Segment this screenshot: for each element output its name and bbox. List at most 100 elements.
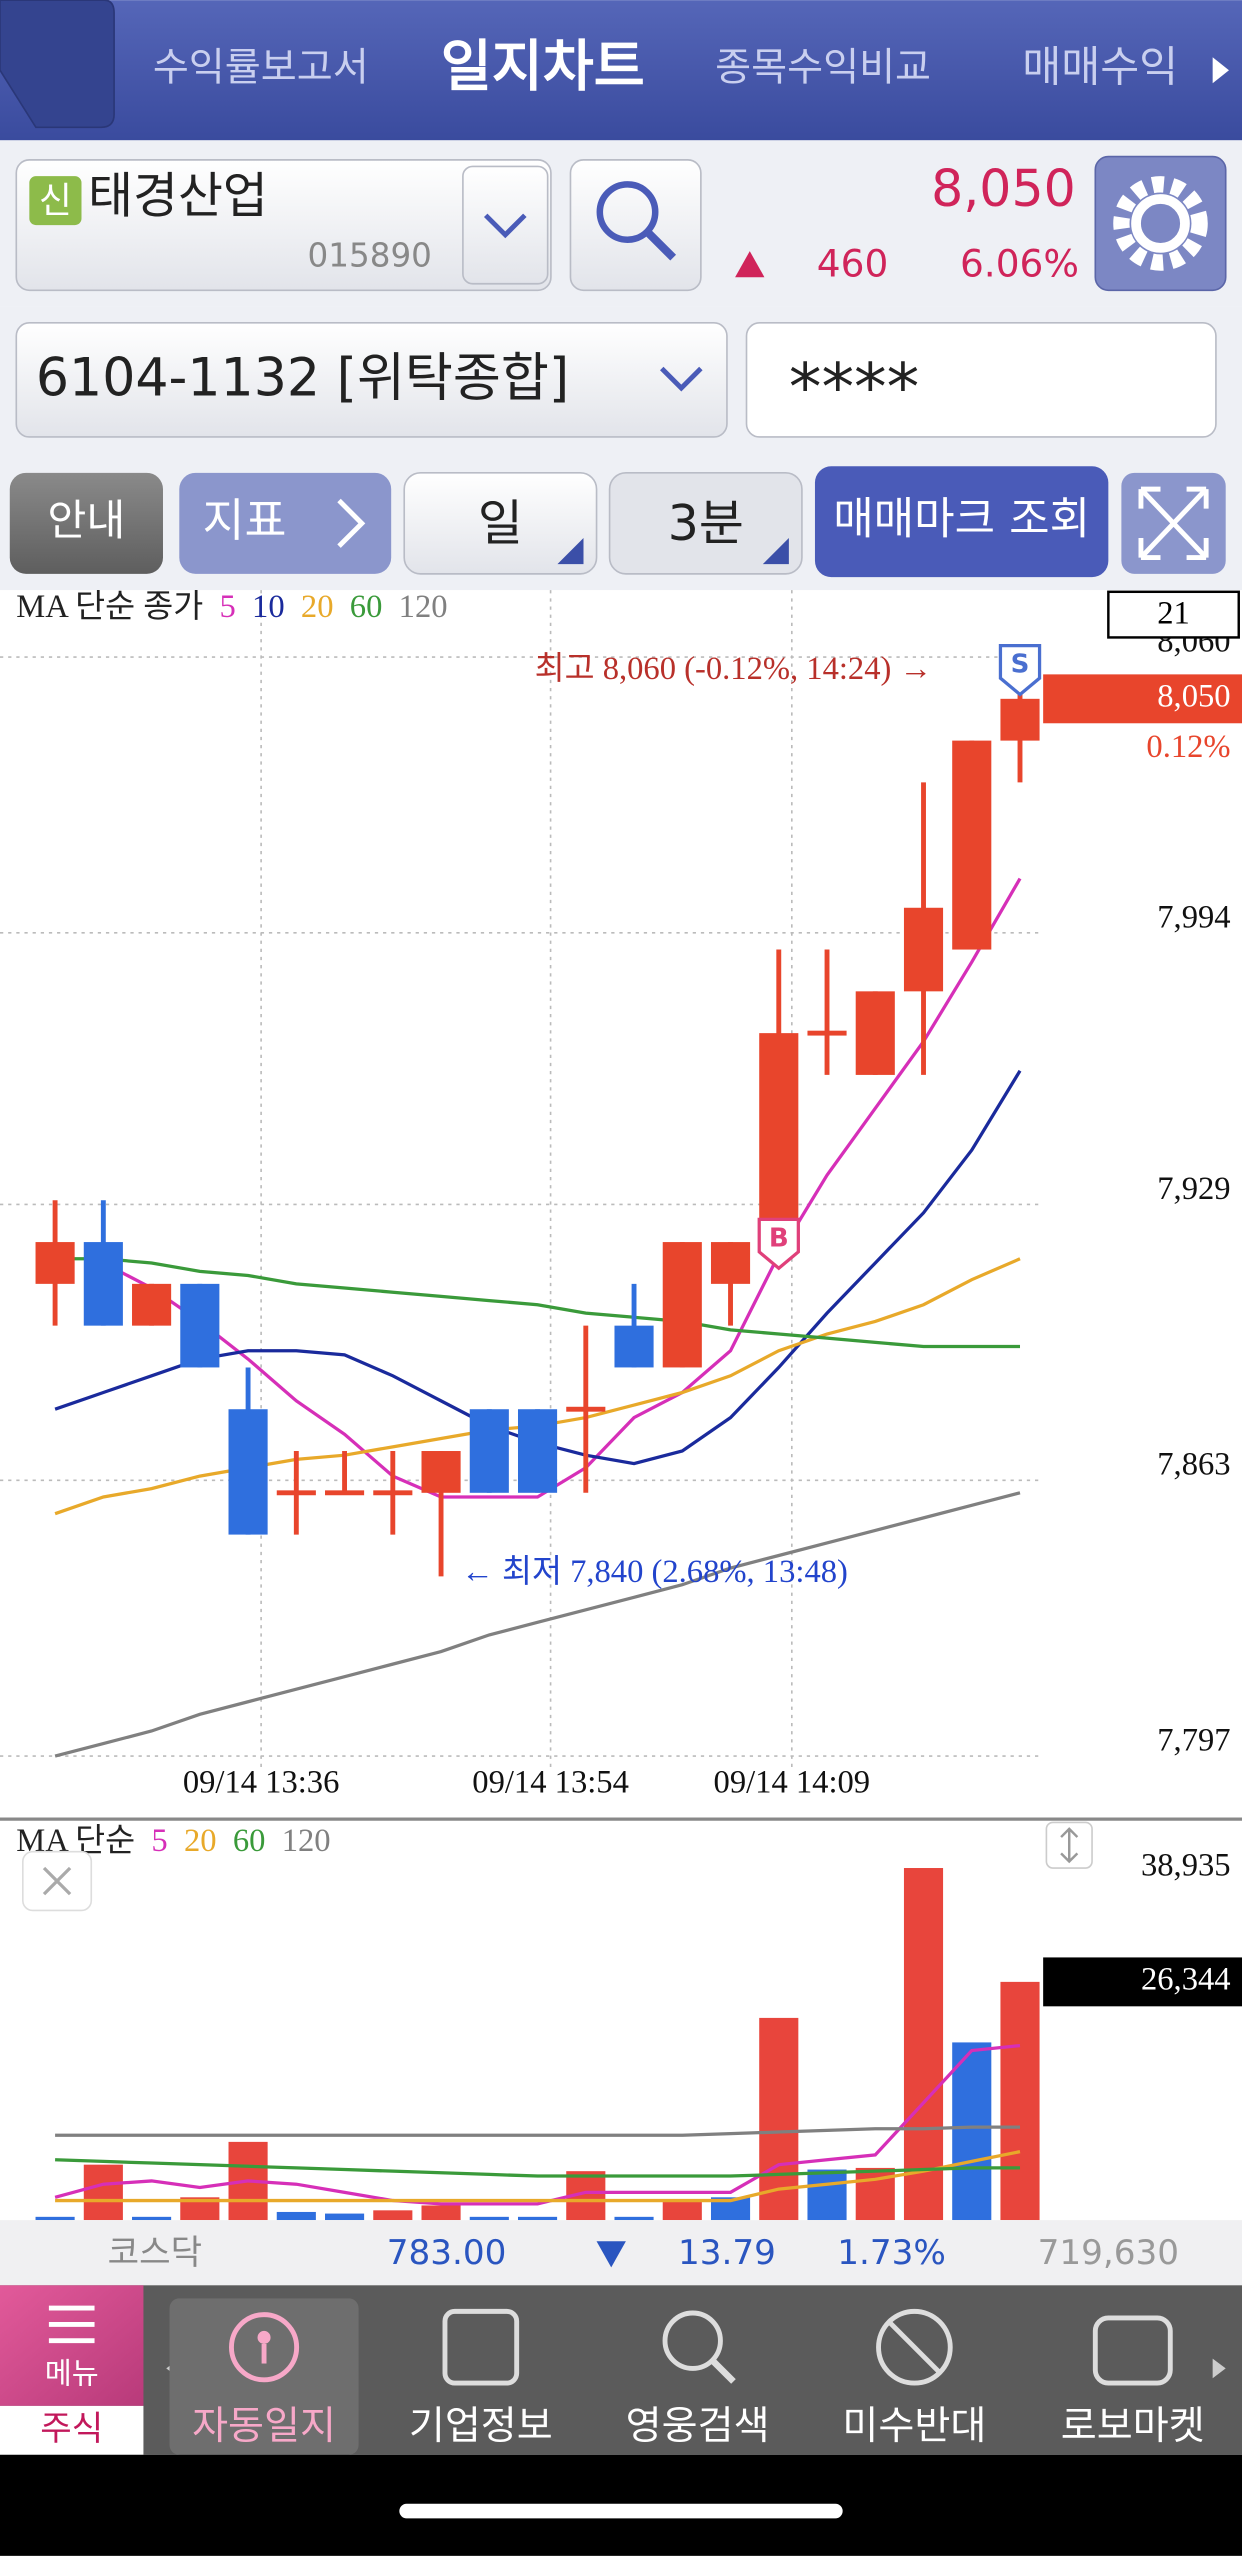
volume-bar <box>373 2210 413 2221</box>
volume-bar <box>662 2200 702 2221</box>
volume-bar <box>180 2197 220 2221</box>
expand-icon <box>1138 486 1209 561</box>
volume-bar <box>83 2164 123 2221</box>
settings-button[interactable] <box>1094 155 1227 292</box>
toolbar-button[interactable] <box>179 472 392 574</box>
legend-entry: 120 <box>282 1823 331 1859</box>
volume-bar <box>807 2169 847 2221</box>
volume-bar <box>1000 1981 1040 2221</box>
menu-label: 메뉴 <box>45 2356 99 2390</box>
tab[interactable]: 수익률보고서 <box>153 46 369 91</box>
tab[interactable]: 매매수익 <box>1022 43 1178 92</box>
volume-bar <box>132 2216 172 2221</box>
nav-icon <box>888 2321 941 2374</box>
volume-bar <box>421 2205 461 2221</box>
section-tab[interactable] <box>0 2405 144 2455</box>
market-rate: 1.73% <box>837 2233 946 2273</box>
candle-body <box>83 1242 123 1326</box>
market-index: 783.00 <box>387 2233 507 2273</box>
volume-bar <box>952 2042 992 2221</box>
stock-rate: 6.06% <box>960 241 1079 285</box>
toolbar-label: 안내 <box>47 496 125 545</box>
chevron <box>483 213 527 239</box>
candle-body <box>228 1409 268 1535</box>
x-tick-label: 09/14 13:36 <box>183 1764 340 1800</box>
nav-icon <box>1092 2315 1173 2386</box>
nav-item-active[interactable] <box>169 2298 359 2455</box>
up-arrow <box>735 251 765 278</box>
x-tick-label: 09/14 13:54 <box>472 1764 629 1800</box>
volume-bar <box>35 2216 75 2221</box>
back-button[interactable] <box>0 0 115 129</box>
nav-right[interactable] <box>1212 2358 1226 2379</box>
candle-body <box>1000 698 1040 741</box>
stock-dropdown[interactable] <box>462 165 549 285</box>
chart-area <box>0 590 1242 2221</box>
legend-entry: 120 <box>399 589 448 625</box>
toolbar-label: 일 <box>478 495 523 552</box>
stock-change: 460 <box>817 241 889 285</box>
candle-body <box>807 1030 847 1036</box>
chevron <box>337 498 366 548</box>
volume-bar <box>325 2213 365 2221</box>
stock-price: 8,050 <box>931 159 1076 218</box>
account-number: 6104-1132 [위탁종합] <box>36 349 569 409</box>
search-button[interactable] <box>569 159 702 292</box>
gear-icon <box>1113 176 1208 271</box>
stock-name: 태경산업 <box>88 167 268 224</box>
y-tick-label: 7,929 <box>1157 1171 1230 1207</box>
nav-label[interactable]: 미수반대 <box>842 2404 986 2449</box>
tab-arrow[interactable] <box>1212 57 1229 84</box>
nav-icon <box>662 2310 723 2371</box>
market-bar <box>0 2220 1242 2286</box>
candle-body <box>566 1406 606 1412</box>
nav-label[interactable]: 로보마켓 <box>1061 2404 1205 2449</box>
nav-icon <box>876 2308 953 2386</box>
y-tick-label: 7,994 <box>1157 899 1230 935</box>
ma-line <box>55 2125 1021 2137</box>
nav-icon <box>257 2330 271 2344</box>
section-label: 주식 <box>40 2409 103 2449</box>
menu-button[interactable] <box>0 2285 144 2406</box>
candle-body <box>325 1490 365 1496</box>
toolbar-button[interactable] <box>814 466 1109 578</box>
stock-code: 015890 <box>308 237 432 275</box>
menu-icon <box>48 2305 95 2344</box>
tab-active[interactable]: 일지차트 <box>441 35 645 99</box>
stock-box[interactable] <box>15 159 552 292</box>
volume-bar <box>903 1868 944 2221</box>
ma-line <box>55 1257 1021 1349</box>
toolbar-button[interactable] <box>403 472 598 575</box>
badge-text: 신 <box>39 180 72 221</box>
nav-label[interactable]: 기업정보 <box>409 2404 553 2449</box>
candle-body <box>614 1325 654 1368</box>
candle-body <box>710 1242 751 1284</box>
nav-label: 자동일지 <box>192 2404 336 2449</box>
market-volume: 719,630 <box>1038 2233 1180 2273</box>
search-icon <box>596 181 659 243</box>
badge <box>29 176 82 226</box>
candle-body <box>35 1242 75 1284</box>
candle-body <box>855 991 895 1075</box>
current-change-label: 0.12% <box>1146 729 1230 765</box>
account-box[interactable] <box>15 322 728 438</box>
annotation-high: 최고 8,060 (-0.12%, 14:24) → <box>535 651 932 687</box>
candle-body <box>517 1409 558 1493</box>
toolbar-label: 매매마크 조회 <box>833 494 1090 545</box>
home-indicator[interactable] <box>399 2503 843 2519</box>
search-icon <box>644 228 677 261</box>
candle-body <box>903 907 944 992</box>
toolbar-label: 지표 <box>203 494 287 547</box>
password: **** <box>789 349 919 425</box>
tab[interactable]: 종목수익비교 <box>715 46 931 91</box>
volume-bar <box>276 2211 316 2221</box>
ma-line <box>55 2150 1021 2203</box>
toolbar-button[interactable] <box>9 472 163 574</box>
chevron <box>660 366 703 392</box>
password-box[interactable] <box>745 322 1217 438</box>
toolbar-button[interactable] <box>608 472 803 575</box>
legend-entry: 60 <box>233 1823 266 1859</box>
nav-label[interactable]: 영웅검색 <box>626 2404 770 2449</box>
count-label: 21 <box>1157 596 1190 632</box>
legend-entry: 20 <box>301 589 334 625</box>
